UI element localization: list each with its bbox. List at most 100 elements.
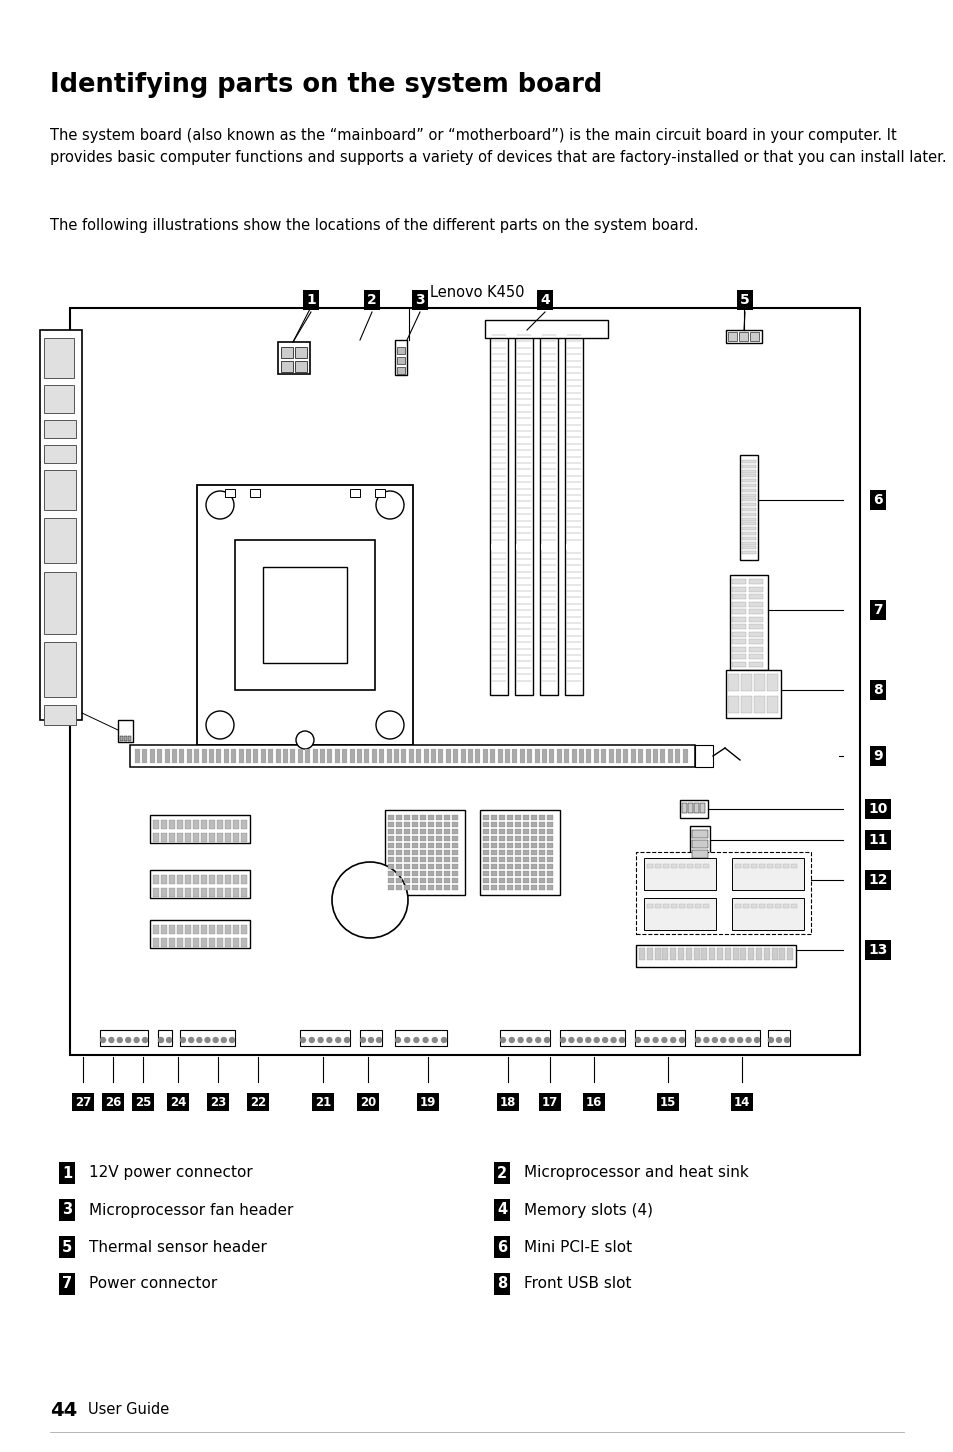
- Bar: [491, 844, 497, 848]
- Bar: [725, 669, 781, 717]
- Bar: [177, 938, 183, 947]
- Circle shape: [295, 730, 314, 749]
- Bar: [388, 844, 394, 848]
- Bar: [739, 333, 747, 341]
- Bar: [201, 938, 207, 947]
- Bar: [708, 948, 715, 960]
- Bar: [412, 864, 417, 868]
- Bar: [491, 815, 497, 820]
- Bar: [268, 749, 273, 762]
- Bar: [491, 886, 497, 890]
- Bar: [209, 925, 214, 934]
- Circle shape: [317, 1038, 323, 1043]
- Bar: [571, 749, 576, 762]
- Bar: [538, 871, 544, 876]
- Bar: [689, 826, 709, 861]
- Circle shape: [126, 1038, 131, 1043]
- Bar: [540, 544, 557, 550]
- Bar: [388, 822, 394, 828]
- Bar: [403, 844, 410, 848]
- Text: 16: 16: [585, 1095, 601, 1108]
- Bar: [452, 844, 457, 848]
- Text: User Guide: User Guide: [88, 1403, 169, 1417]
- Bar: [519, 749, 524, 762]
- Circle shape: [117, 1038, 122, 1043]
- Text: 44: 44: [50, 1401, 77, 1420]
- Bar: [443, 871, 450, 876]
- Bar: [538, 844, 544, 848]
- Bar: [281, 347, 293, 359]
- Bar: [741, 460, 755, 463]
- Bar: [246, 749, 251, 762]
- Circle shape: [509, 1038, 514, 1043]
- Bar: [238, 749, 243, 762]
- Bar: [44, 420, 76, 439]
- Bar: [546, 844, 553, 848]
- Bar: [443, 878, 450, 883]
- Bar: [748, 639, 762, 645]
- Bar: [452, 822, 457, 828]
- Bar: [403, 836, 410, 841]
- Bar: [350, 489, 359, 497]
- Bar: [150, 749, 154, 762]
- Bar: [44, 470, 76, 510]
- Bar: [731, 624, 745, 629]
- Bar: [643, 858, 716, 890]
- Bar: [423, 749, 428, 762]
- Bar: [522, 844, 529, 848]
- Bar: [531, 871, 537, 876]
- Bar: [187, 749, 192, 762]
- Bar: [436, 836, 441, 841]
- Bar: [452, 815, 457, 820]
- Circle shape: [783, 1038, 789, 1043]
- Bar: [538, 849, 544, 855]
- Bar: [748, 587, 762, 591]
- Bar: [734, 905, 740, 908]
- Bar: [241, 938, 247, 947]
- Circle shape: [196, 1038, 202, 1043]
- Bar: [233, 925, 239, 934]
- Bar: [185, 820, 191, 829]
- Bar: [44, 338, 74, 378]
- Bar: [452, 878, 457, 883]
- Bar: [177, 820, 183, 829]
- Text: 17: 17: [541, 1095, 558, 1108]
- Bar: [691, 849, 707, 858]
- Bar: [233, 820, 239, 829]
- Bar: [443, 815, 450, 820]
- Bar: [305, 749, 310, 762]
- Bar: [522, 836, 529, 841]
- Bar: [201, 925, 207, 934]
- Circle shape: [395, 1038, 400, 1043]
- Bar: [687, 803, 692, 813]
- Bar: [452, 857, 457, 862]
- Bar: [395, 844, 401, 848]
- Bar: [157, 749, 162, 762]
- Bar: [546, 829, 553, 833]
- Bar: [401, 749, 406, 762]
- Circle shape: [300, 1038, 305, 1043]
- Bar: [717, 948, 722, 960]
- Circle shape: [335, 1038, 340, 1043]
- Text: 23: 23: [210, 1095, 226, 1108]
- Circle shape: [695, 1038, 700, 1043]
- Bar: [506, 829, 513, 833]
- Text: 15: 15: [659, 1095, 676, 1108]
- Bar: [253, 749, 258, 762]
- Bar: [356, 749, 361, 762]
- Bar: [741, 498, 755, 501]
- Bar: [395, 857, 401, 862]
- Circle shape: [309, 1038, 314, 1043]
- Bar: [498, 822, 504, 828]
- Bar: [670, 905, 677, 908]
- Bar: [161, 938, 167, 947]
- Circle shape: [611, 1038, 616, 1043]
- Bar: [233, 876, 239, 884]
- Circle shape: [602, 1038, 607, 1043]
- Bar: [225, 938, 231, 947]
- Bar: [731, 601, 745, 607]
- Circle shape: [327, 1038, 332, 1043]
- Bar: [395, 878, 401, 883]
- Bar: [482, 836, 489, 841]
- Bar: [193, 820, 199, 829]
